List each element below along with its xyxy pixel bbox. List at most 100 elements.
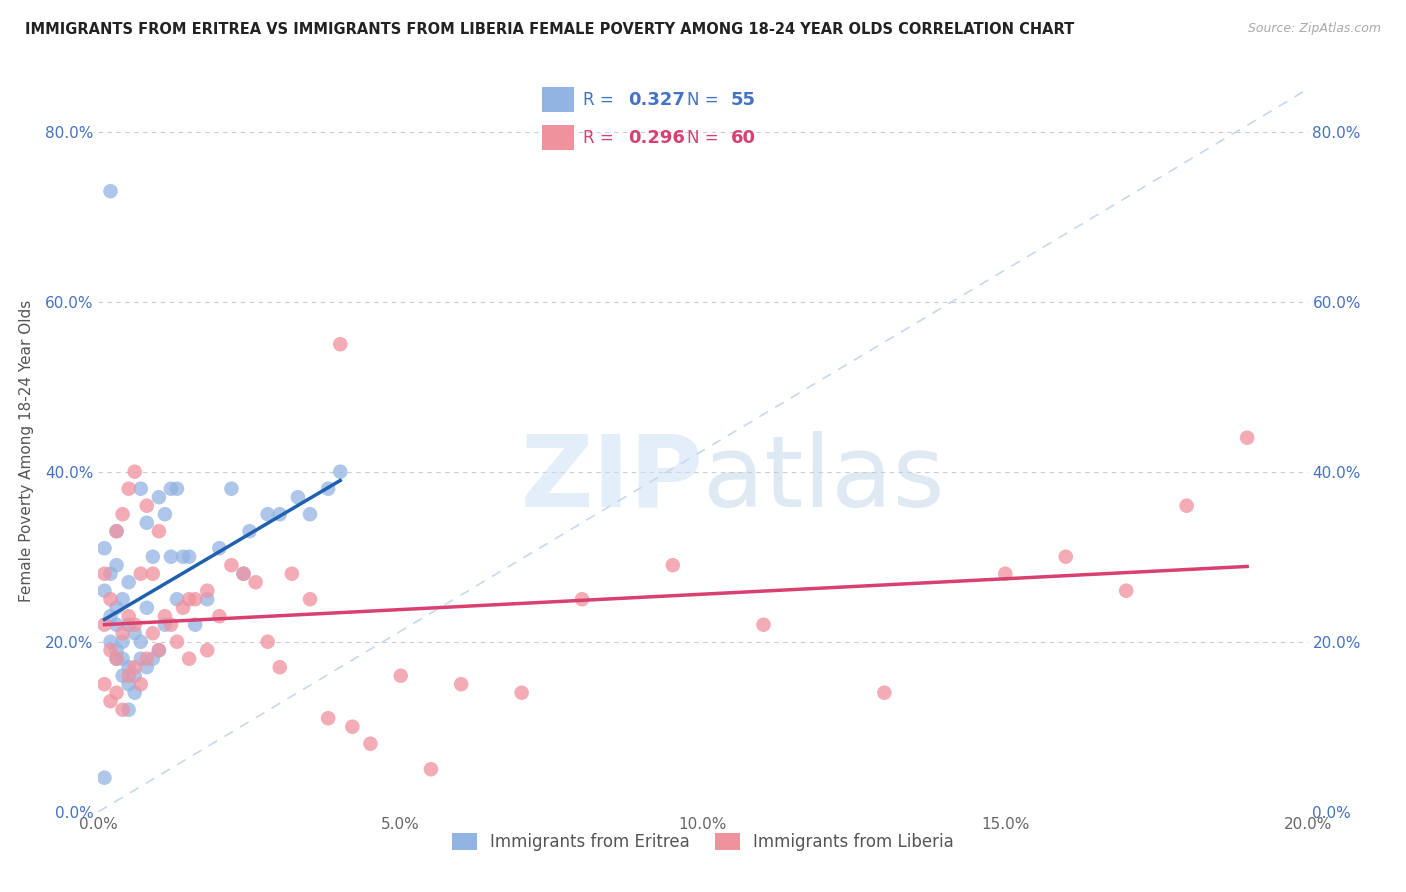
Point — [105, 524, 128, 539]
Point — [124, 686, 146, 700]
Point — [111, 634, 134, 648]
Point — [100, 643, 122, 657]
Point — [360, 737, 382, 751]
Point — [1175, 499, 1198, 513]
Text: R =: R = — [583, 91, 620, 109]
Point — [160, 482, 183, 496]
Point — [93, 677, 115, 691]
Point — [208, 541, 231, 556]
Point — [172, 600, 194, 615]
Point — [129, 677, 152, 691]
Point — [148, 524, 170, 539]
Point — [135, 499, 157, 513]
Point — [100, 566, 122, 581]
Point — [118, 482, 141, 496]
Point — [1236, 431, 1258, 445]
Point — [245, 575, 267, 590]
Text: 0.327: 0.327 — [627, 91, 685, 109]
Point — [105, 558, 128, 573]
Point — [195, 643, 218, 657]
Point — [994, 566, 1017, 581]
Y-axis label: Female Poverty Among 18-24 Year Olds: Female Poverty Among 18-24 Year Olds — [18, 300, 34, 601]
Point — [232, 566, 254, 581]
Point — [118, 669, 141, 683]
Point — [129, 566, 152, 581]
Text: 55: 55 — [731, 91, 756, 109]
Point — [118, 609, 141, 624]
Text: 0.296: 0.296 — [627, 128, 685, 146]
Point — [129, 651, 152, 665]
Point — [105, 686, 128, 700]
Point — [661, 558, 683, 573]
Point — [118, 677, 141, 691]
Point — [105, 643, 128, 657]
Point — [124, 660, 146, 674]
Point — [510, 686, 533, 700]
Point — [142, 549, 165, 564]
Point — [100, 184, 122, 198]
Point — [111, 651, 134, 665]
Point — [1115, 583, 1137, 598]
Point — [166, 634, 188, 648]
Point — [148, 643, 170, 657]
Point — [111, 703, 134, 717]
Text: N =: N = — [686, 91, 724, 109]
Point — [571, 592, 593, 607]
Point — [153, 609, 176, 624]
Text: atlas: atlas — [703, 431, 945, 528]
Point — [100, 634, 122, 648]
Point — [148, 643, 170, 657]
Point — [105, 600, 128, 615]
Point — [179, 651, 201, 665]
FancyBboxPatch shape — [541, 125, 574, 151]
Point — [142, 626, 165, 640]
Point — [195, 583, 218, 598]
Point — [124, 465, 146, 479]
Point — [105, 617, 128, 632]
Point — [299, 507, 322, 521]
Point — [142, 651, 165, 665]
Point — [420, 762, 443, 776]
Point — [450, 677, 472, 691]
Point — [111, 507, 134, 521]
Point — [256, 634, 278, 648]
Text: N =: N = — [686, 128, 724, 146]
Point — [129, 482, 152, 496]
Point — [316, 482, 339, 496]
Point — [105, 651, 128, 665]
Point — [329, 337, 352, 351]
Point — [269, 660, 291, 674]
Point — [124, 669, 146, 683]
Point — [342, 720, 364, 734]
Point — [118, 660, 141, 674]
Point — [100, 592, 122, 607]
Point — [135, 651, 157, 665]
Point — [105, 651, 128, 665]
Text: Source: ZipAtlas.com: Source: ZipAtlas.com — [1247, 22, 1381, 36]
Point — [316, 711, 339, 725]
Point — [195, 592, 218, 607]
Point — [221, 482, 243, 496]
Point — [100, 609, 122, 624]
Point — [239, 524, 262, 539]
FancyBboxPatch shape — [541, 87, 574, 112]
Point — [118, 703, 141, 717]
Point — [329, 465, 352, 479]
Point — [129, 634, 152, 648]
Point — [256, 507, 278, 521]
Point — [166, 592, 188, 607]
Point — [269, 507, 291, 521]
Text: R =: R = — [583, 128, 620, 146]
Point — [172, 549, 194, 564]
Point — [93, 541, 115, 556]
Point — [100, 694, 122, 708]
Point — [153, 617, 176, 632]
Point — [93, 583, 115, 598]
Point — [111, 592, 134, 607]
Text: ZIP: ZIP — [520, 431, 703, 528]
Point — [208, 609, 231, 624]
Point — [179, 592, 201, 607]
Point — [184, 617, 207, 632]
Point — [281, 566, 304, 581]
Point — [124, 626, 146, 640]
